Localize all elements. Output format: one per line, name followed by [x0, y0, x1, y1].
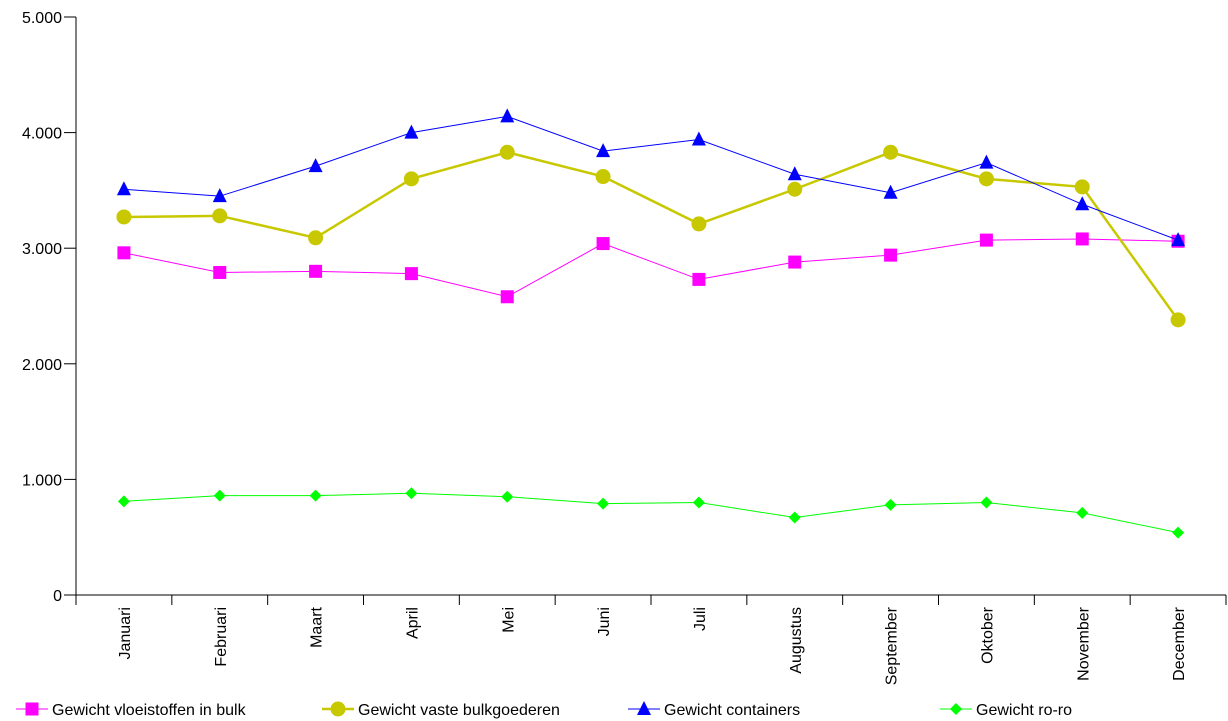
series-layer	[116, 108, 1186, 539]
series-line	[123, 150, 1180, 321]
data-point	[213, 489, 226, 502]
data-point	[883, 144, 899, 160]
x-tick-label: Juli	[692, 607, 709, 631]
series-2	[116, 144, 1186, 328]
x-tick-label: Februari	[213, 607, 230, 667]
x-tick-label: April	[404, 607, 421, 639]
data-point	[691, 216, 707, 232]
data-point	[212, 208, 228, 224]
data-point	[596, 237, 610, 251]
data-point	[405, 487, 418, 500]
x-tick-label: Oktober	[979, 606, 996, 664]
data-point	[787, 181, 803, 197]
data-point	[1172, 526, 1185, 539]
data-point	[403, 171, 419, 187]
y-tick-label: 0	[53, 588, 62, 605]
legend-label: Gewicht vloeistoffen in bulk	[52, 702, 247, 719]
x-tick-label: December	[1171, 606, 1188, 680]
data-point	[597, 497, 610, 510]
legend-item: Gewicht vaste bulkgoederen	[322, 701, 560, 719]
data-point	[692, 496, 705, 509]
legend-label: Gewicht containers	[664, 702, 800, 719]
data-point	[1171, 232, 1186, 247]
data-point	[116, 209, 132, 225]
data-point	[980, 496, 993, 509]
series-line	[123, 238, 1179, 298]
data-point	[1074, 179, 1090, 195]
x-tick-label: September	[884, 606, 901, 685]
data-point	[787, 166, 802, 181]
data-point	[213, 265, 227, 279]
data-point	[308, 230, 324, 246]
data-point	[1075, 232, 1089, 246]
data-point	[117, 495, 130, 508]
data-point	[308, 158, 323, 173]
axes: 0 1.000 2.000 3.000 4.000 5.000 Januari Februar…	[22, 10, 1227, 685]
data-point	[691, 131, 706, 146]
y-tick-label: 4.000	[22, 126, 62, 143]
series-line	[123, 492, 1179, 534]
x-tick-label: Mei	[500, 607, 517, 633]
data-point	[979, 154, 994, 169]
data-point	[979, 233, 993, 247]
series-4	[117, 487, 1185, 539]
y-tick-label: 1.000	[22, 472, 62, 489]
data-point	[404, 267, 418, 281]
data-point	[596, 143, 611, 158]
data-point	[330, 701, 346, 717]
data-point	[637, 701, 651, 715]
data-point	[404, 124, 419, 139]
legend: Gewicht vloeistoffen in bulk Gewicht vast…	[16, 701, 1072, 719]
data-point	[1170, 312, 1186, 328]
data-point	[788, 511, 801, 524]
data-point	[883, 184, 898, 199]
series-1	[117, 232, 1185, 304]
data-point	[884, 248, 898, 262]
data-point	[692, 272, 706, 286]
y-tick-label: 3.000	[22, 241, 62, 258]
data-point	[500, 290, 514, 304]
y-tick-label: 2.000	[22, 357, 62, 374]
data-point	[500, 108, 515, 123]
data-point	[978, 171, 994, 187]
x-tick-label: Augustus	[788, 607, 805, 674]
series-line	[123, 115, 1179, 241]
data-point	[595, 169, 611, 185]
data-point	[309, 489, 322, 502]
data-point	[1075, 196, 1090, 211]
data-point	[501, 490, 514, 503]
data-point	[1076, 506, 1089, 519]
legend-label: Gewicht vaste bulkgoederen	[358, 702, 560, 719]
data-point	[212, 188, 227, 203]
legend-label: Gewicht ro-ro	[976, 702, 1072, 719]
data-point	[309, 264, 323, 278]
data-point	[25, 702, 39, 716]
data-point	[117, 246, 131, 260]
x-tick-label: November	[1075, 606, 1092, 680]
data-point	[884, 498, 897, 511]
x-tick-label: Januari	[117, 607, 134, 659]
data-point	[788, 255, 802, 269]
x-tick-label: Juni	[596, 607, 613, 636]
legend-item: Gewicht vloeistoffen in bulk	[16, 702, 247, 719]
data-point	[950, 703, 962, 715]
data-point	[116, 181, 131, 196]
y-tick-label: 5.000	[22, 10, 62, 27]
data-point	[499, 144, 515, 160]
legend-item: Gewicht containers	[628, 701, 800, 719]
series-3	[116, 108, 1186, 247]
x-tick-label: Maart	[309, 606, 326, 647]
legend-item: Gewicht ro-ro	[940, 702, 1072, 719]
